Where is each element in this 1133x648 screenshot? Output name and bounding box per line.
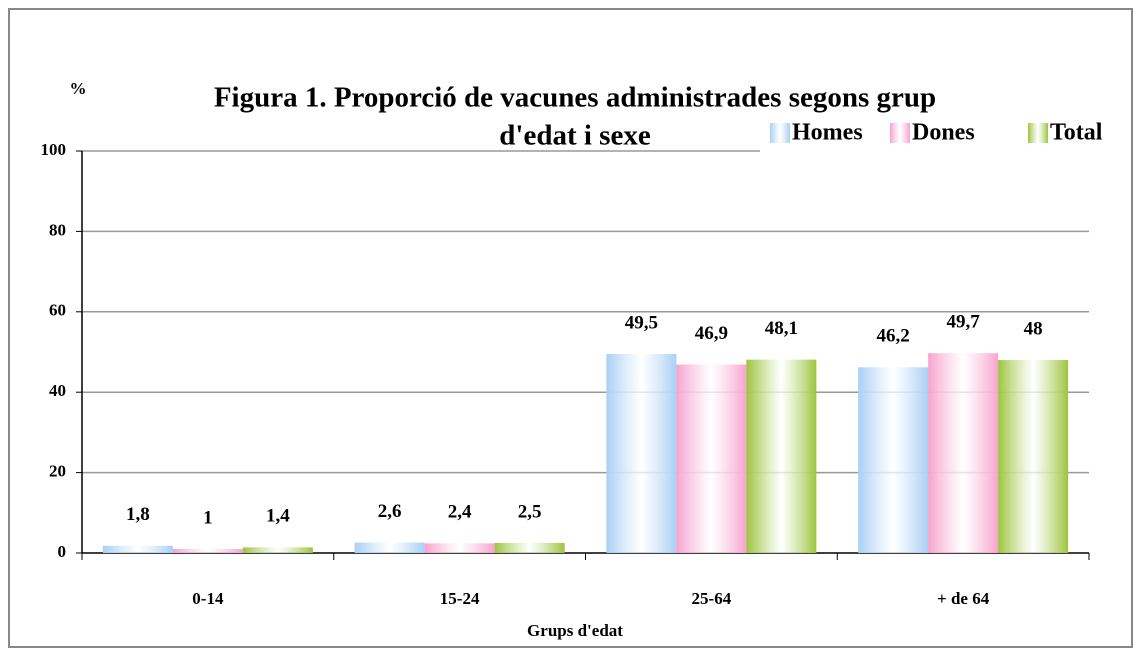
data-label: 2,4 [448,502,472,523]
x-tick-label: + de 64 [937,589,990,608]
legend-swatch [770,123,790,143]
legend-swatch [1028,123,1048,143]
bar [424,543,495,553]
bar [676,364,747,553]
y-tick-label: 0 [58,542,67,561]
x-tick-label: 15-24 [440,589,480,608]
y-tick-label: 60 [49,301,66,320]
legend-swatch [890,123,910,143]
y-tick-label: 40 [49,381,66,400]
legend-label: Total [1050,120,1103,146]
chart-title: Figura 1. Proporció de vacunes administr… [214,82,936,114]
data-label: 1,4 [266,506,290,527]
bar [606,354,677,553]
bar [858,367,929,553]
legend-label: Dones [912,120,975,146]
x-tick-label: 0-14 [192,589,224,608]
bar [102,545,173,553]
y-tick-label: 100 [41,140,67,159]
data-label: 1 [203,507,213,528]
data-label: 46,2 [877,326,910,347]
legend-label: Homes [792,120,863,146]
x-tick-label: 25-64 [692,589,732,608]
legend-box [760,116,1128,152]
y-tick-label: 20 [49,462,66,481]
bar [998,360,1069,553]
y-tick-label: 80 [49,220,66,239]
data-label: 48,1 [765,318,798,339]
data-label: 46,9 [695,323,728,344]
data-label: 2,5 [518,501,542,522]
y-axis-label: % [70,79,87,98]
data-label: 2,6 [378,501,402,522]
bar [172,548,243,553]
data-label: 49,5 [625,312,658,333]
bar [242,547,313,553]
bar [354,542,425,553]
chart-title: d'edat i sexe [499,120,651,152]
x-axis-label: Grups d'edat [527,621,623,640]
bar [494,542,565,553]
bar [746,359,817,553]
data-label: 1,8 [126,504,150,525]
bar [928,353,999,553]
data-label: 48 [1024,318,1043,339]
data-label: 49,7 [947,312,981,333]
